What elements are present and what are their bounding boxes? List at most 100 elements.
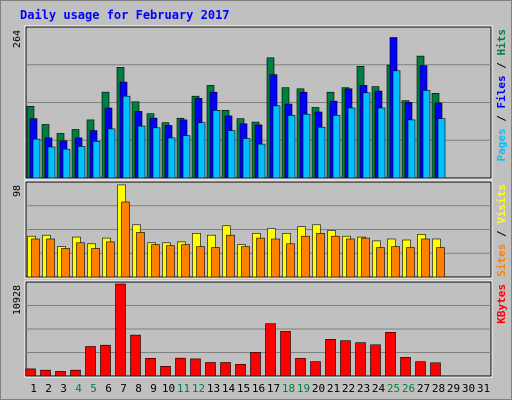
bar-kbytes-day-24 — [370, 344, 381, 377]
legend-entry: KBytes — [495, 284, 508, 324]
bar-sites-day-7 — [121, 201, 130, 278]
bar-sites-day-27 — [421, 238, 430, 278]
bar-kbytes-day-17 — [265, 323, 276, 377]
bar-kbytes-day-3 — [55, 371, 66, 377]
bar-kbytes-day-11 — [175, 357, 186, 377]
bar-pages-day-22 — [347, 107, 356, 179]
x-tick-label: 30 — [462, 382, 475, 395]
legend-entry: Hits — [495, 29, 508, 56]
bar-pages-day-15 — [242, 138, 251, 179]
x-tick-label: 27 — [417, 382, 430, 395]
bar-sites-day-9 — [151, 244, 160, 278]
panel-frame — [24, 25, 493, 180]
x-tick-label: 8 — [135, 382, 142, 395]
bar-kbytes-day-1 — [25, 368, 36, 377]
panel-frame — [24, 180, 493, 279]
bar-kbytes-day-14 — [220, 362, 231, 377]
bar-kbytes-day-16 — [250, 352, 261, 377]
legend-entry: Visits — [495, 184, 508, 224]
bar-pages-day-27 — [422, 90, 431, 179]
bar-pages-day-10 — [167, 137, 176, 179]
bar-kbytes-day-15 — [235, 363, 246, 377]
bar-sites-day-17 — [271, 238, 280, 278]
bar-pages-day-12 — [197, 122, 206, 179]
bar-pages-day-7 — [122, 95, 131, 179]
bar-pages-day-3 — [62, 148, 71, 179]
series-pages — [32, 70, 446, 179]
x-tick-label: 10 — [162, 382, 175, 395]
legend-entry: Files — [495, 75, 508, 108]
x-tick-label: 12 — [192, 382, 205, 395]
bar-sites-day-23 — [361, 237, 370, 278]
bar-sites-day-6 — [106, 241, 115, 278]
bar-sites-day-15 — [241, 246, 250, 278]
bar-kbytes-day-4 — [70, 369, 81, 377]
x-tick-label: 22 — [342, 382, 355, 395]
bar-pages-day-1 — [32, 138, 41, 179]
bar-pages-day-17 — [272, 105, 281, 179]
bar-sites-day-8 — [136, 232, 145, 278]
bar-sites-day-22 — [346, 238, 355, 278]
bar-pages-day-18 — [287, 115, 296, 179]
bar-sites-day-14 — [226, 234, 235, 278]
series-kbytes — [25, 283, 441, 377]
bar-sites-day-2 — [46, 238, 55, 278]
x-tick-label: 18 — [282, 382, 295, 395]
bar-sites-day-21 — [331, 235, 340, 278]
bar-kbytes-day-26 — [400, 357, 411, 377]
x-tick-label: 13 — [207, 382, 220, 395]
bar-kbytes-day-7 — [115, 283, 126, 377]
bar-kbytes-day-23 — [355, 342, 366, 377]
legend-entry: Sites — [495, 244, 508, 277]
bar-sites-day-16 — [256, 237, 265, 278]
bar-pages-day-23 — [362, 92, 371, 179]
x-tick-label: 26 — [402, 382, 415, 395]
bar-kbytes-day-18 — [280, 331, 291, 377]
x-tick-label: 7 — [120, 382, 127, 395]
bar-sites-day-24 — [376, 247, 385, 278]
legend-entry: / — [495, 109, 508, 129]
legend-entry: / — [495, 224, 508, 244]
bar-pages-day-13 — [212, 110, 221, 179]
x-tick-label: 31 — [477, 382, 490, 395]
x-tick-label: 11 — [177, 382, 190, 395]
panel-hits-files-pages: 264 Pages / Files / Hits — [12, 25, 508, 180]
x-tick-label: 17 — [267, 382, 280, 395]
series-legend: Sites / Visits — [495, 184, 508, 277]
x-tick-label: 2 — [45, 382, 52, 395]
bar-sites-day-26 — [406, 247, 415, 278]
x-axis-labels: 1 2 3 4 5 6 7 8 9 10 11 12 13 14 15 16 17 18 19 20 21 22 23 24 2… — [30, 382, 490, 395]
chart-title: Daily usage for February 2017 — [20, 8, 230, 22]
bar-kbytes-day-28 — [430, 362, 441, 377]
series-legend: Pages / Files / Hits — [495, 29, 508, 162]
bar-sites-day-25 — [391, 246, 400, 278]
panel-frame — [24, 280, 493, 378]
bar-kbytes-day-19 — [295, 358, 306, 377]
bar-sites-day-4 — [76, 242, 85, 278]
bar-kbytes-day-10 — [160, 365, 171, 377]
x-tick-label: 5 — [90, 382, 97, 395]
bar-sites-day-20 — [316, 233, 325, 278]
bar-pages-day-11 — [182, 135, 191, 179]
bar-pages-day-6 — [107, 128, 116, 179]
bar-kbytes-day-25 — [385, 331, 396, 377]
bar-kbytes-day-6 — [100, 344, 111, 377]
bar-sites-day-18 — [286, 243, 295, 278]
bar-pages-day-19 — [302, 113, 311, 179]
bar-kbytes-day-20 — [310, 361, 321, 377]
bar-sites-day-1 — [31, 238, 40, 278]
chart-panels: 264 Pages / Files / Hits 98 Sites / Visits 1… — [12, 25, 508, 378]
x-tick-label: 29 — [447, 382, 460, 395]
x-tick-label: 6 — [105, 382, 112, 395]
bar-sites-day-12 — [196, 246, 205, 278]
bar-pages-day-21 — [332, 115, 341, 179]
bar-pages-day-2 — [47, 146, 56, 179]
bar-sites-day-19 — [301, 235, 310, 278]
bar-pages-day-16 — [257, 143, 266, 179]
bar-kbytes-day-2 — [40, 369, 51, 377]
bar-pages-day-8 — [137, 125, 146, 179]
bar-pages-day-24 — [377, 107, 386, 179]
bar-sites-day-13 — [211, 247, 220, 278]
series-sites — [31, 201, 445, 278]
x-tick-label: 14 — [222, 382, 236, 395]
